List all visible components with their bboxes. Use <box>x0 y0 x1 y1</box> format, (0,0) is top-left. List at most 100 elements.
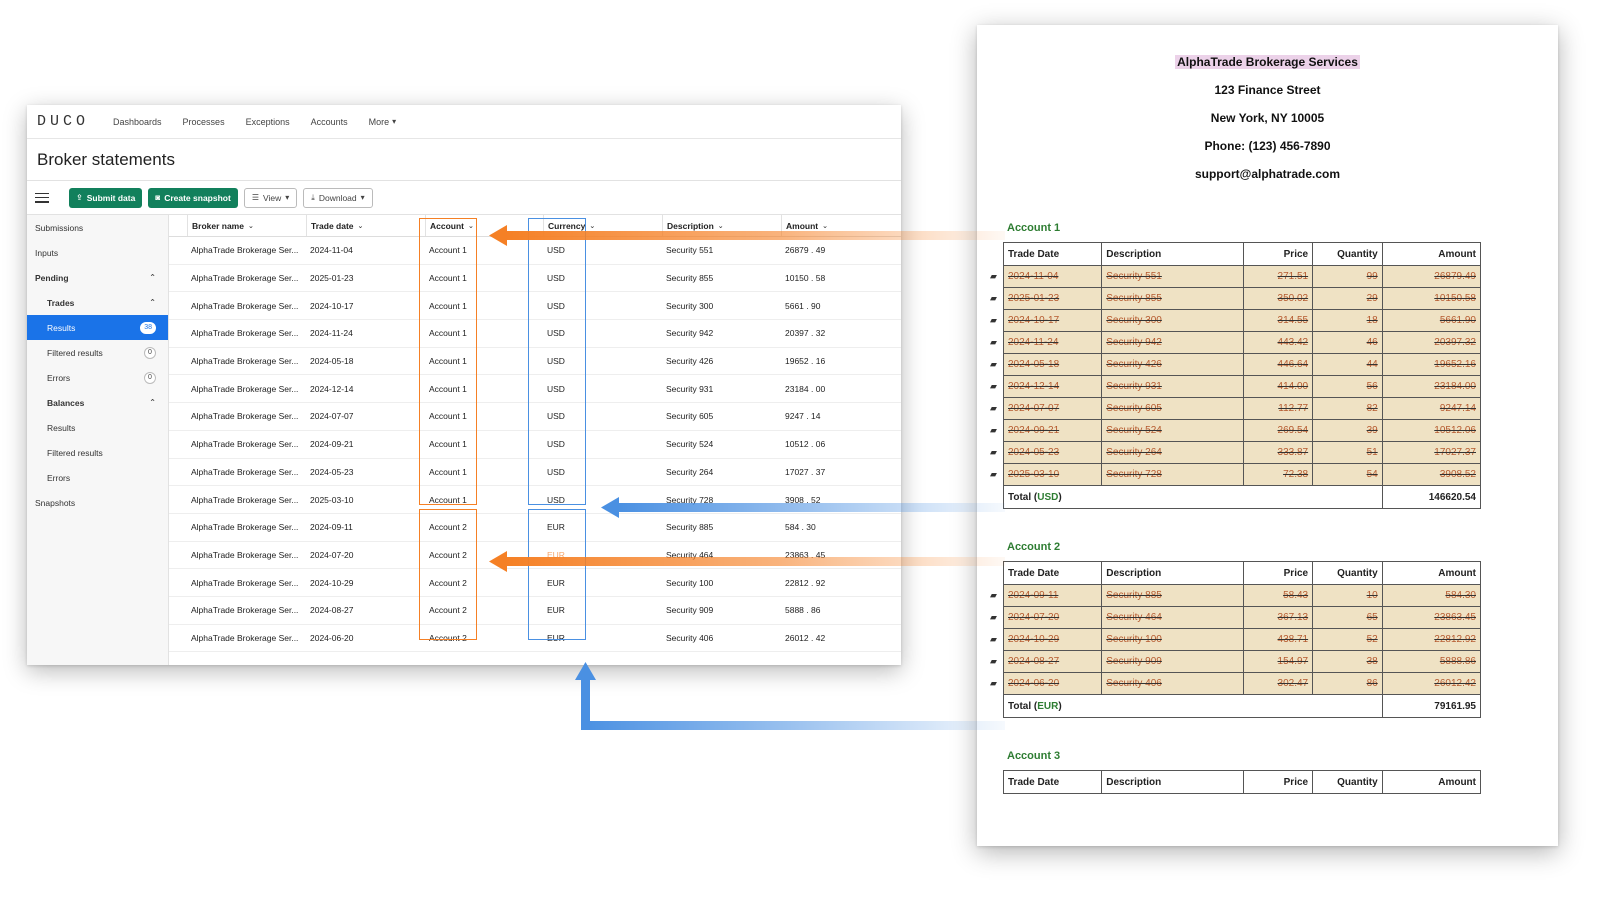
sidebar-item-submissions[interactable]: Submissions <box>27 215 168 240</box>
column-header-account[interactable]: Account ⌄ <box>425 215 543 236</box>
quantity-cell: 38 <box>1312 650 1383 673</box>
trade-date-cell: ▰ 2024-07-07 <box>990 397 1103 420</box>
table-row[interactable]: AlphaTrade Brokerage Ser... 2024-10-17 Acc… <box>169 292 901 321</box>
sidebar-item-filtered-results[interactable]: Filtered results 0 <box>27 340 168 365</box>
statement-row: ▰ 2024-11-04 Security 551 271.51 99 26879.49 <box>990 265 1482 288</box>
trade-date-text: 2024-10-29 <box>1008 634 1060 645</box>
sidebar-item-results[interactable]: Results 38 <box>27 315 168 340</box>
table-row[interactable]: AlphaTrade Brokerage Ser... 2024-08-27 Acc… <box>169 597 901 625</box>
sidebar-item-pending[interactable]: Pending ⌃ <box>27 265 168 290</box>
statement-header-row: Trade Date Description Price Quantity Amount <box>1002 242 1482 266</box>
table-row[interactable]: AlphaTrade Brokerage Ser... 2024-12-14 Acc… <box>169 375 901 404</box>
nav-more[interactable]: More ▾ <box>369 117 397 127</box>
account-cell: Account 2 <box>429 549 467 560</box>
broker-name-cell: AlphaTrade Brokerage Ser... <box>191 439 299 450</box>
sidebar-item-inputs[interactable]: Inputs <box>27 240 168 265</box>
upload-icon: ⇪ <box>76 192 83 202</box>
table-row[interactable]: AlphaTrade Brokerage Ser... 2025-01-23 Acc… <box>169 265 901 293</box>
table-row[interactable]: AlphaTrade Brokerage Ser... 2025-03-10 Acc… <box>169 486 901 514</box>
chevron-down-icon: ⌄ <box>357 222 364 230</box>
sidebar-item-balances[interactable]: Balances ⌃ <box>27 390 168 415</box>
submit-data-button[interactable]: ⇪ Submit data <box>69 187 143 208</box>
chevron-down-icon: ⌄ <box>247 222 254 230</box>
chevron-up-icon[interactable]: ⌃ <box>149 398 156 407</box>
amount-cell: 22812.92 <box>1381 628 1482 651</box>
column-header-broker-name[interactable]: Broker name ⌄ <box>187 215 306 236</box>
firm-address-line1: 123 Finance Street <box>1214 83 1321 97</box>
table-row[interactable]: AlphaTrade Brokerage Ser... 2024-11-04 Acc… <box>169 237 901 265</box>
table-row[interactable]: AlphaTrade Brokerage Ser... 2024-11-24 Acc… <box>169 320 901 348</box>
table-row[interactable]: AlphaTrade Brokerage Ser... 2024-07-07 Acc… <box>169 403 901 431</box>
statement-header-row: Trade Date Description Price Quantity Amount <box>1002 561 1482 585</box>
amount-cell: 9247 . 14 <box>785 411 821 422</box>
table-row[interactable]: AlphaTrade Brokerage Ser... 2024-07-20 Acc… <box>169 542 901 570</box>
sidebar-item-snapshots[interactable]: Snapshots <box>27 490 168 515</box>
trade-date-cell: 2024-11-24 <box>310 328 353 339</box>
description-cell: Security 100 <box>666 577 714 588</box>
column-header-description[interactable]: Description ⌄ <box>662 215 781 236</box>
page-title: Broker statements <box>27 139 901 181</box>
firm-address-line2: New York, NY 10005 <box>1210 111 1325 125</box>
hamburger-menu-icon[interactable] <box>35 192 49 203</box>
nav-exceptions[interactable]: Exceptions <box>245 116 290 127</box>
statement-total-row: Total (EUR) 79161.95 <box>1003 694 1482 718</box>
statement-row: ▰ 2024-07-07 Security 605 112.77 82 9247.14 <box>990 397 1482 420</box>
trade-date-cell: 2024-07-07 <box>310 411 354 422</box>
description-cell: Security 300 <box>666 300 714 311</box>
quantity-cell: 82 <box>1312 397 1383 420</box>
total-label: Total <box>1008 491 1032 503</box>
quantity-cell: 10 <box>1312 584 1383 607</box>
quantity-cell: 56 <box>1312 375 1383 398</box>
price-cell: 333.87 <box>1242 441 1314 464</box>
column-header-amount[interactable]: Amount ⌄ <box>781 215 900 236</box>
download-dropdown[interactable]: ⤓ Download ▾ <box>303 187 373 208</box>
description-cell: Security 885 <box>1101 584 1244 607</box>
table-row[interactable]: AlphaTrade Brokerage Ser... 2024-10-29 Acc… <box>169 569 901 597</box>
paren-close: ) <box>1058 700 1062 712</box>
trade-date-cell: 2024-09-21 <box>310 439 354 450</box>
chevron-up-icon[interactable]: ⌃ <box>149 273 156 282</box>
trade-date-cell: ▰ 2024-06-20 <box>990 672 1103 695</box>
chevron-up-icon[interactable]: ⌃ <box>149 298 156 307</box>
column-header-currency[interactable]: Currency ⌄ <box>543 215 662 236</box>
statement-table: Trade Date Description Price Quantity Amount <box>1002 770 1482 794</box>
description-cell: Security 464 <box>666 549 714 560</box>
price-header: Price <box>1242 242 1314 266</box>
account-cell: Account 1 <box>429 466 467 477</box>
matched-marker-icon: ▰ <box>990 656 997 666</box>
trade-date-text: 2024-10-17 <box>1008 315 1060 326</box>
amount-cell: 10150.58 <box>1381 287 1482 310</box>
matched-marker-icon: ▰ <box>990 403 997 413</box>
duco-logo: DUCO <box>37 113 90 130</box>
table-row[interactable]: AlphaTrade Brokerage Ser... 2024-05-18 Acc… <box>169 348 901 376</box>
amount-cell: 26012.42 <box>1381 672 1482 695</box>
table-row[interactable]: AlphaTrade Brokerage Ser... 2024-09-21 Acc… <box>169 431 901 459</box>
table-row[interactable]: AlphaTrade Brokerage Ser... 2024-05-23 Acc… <box>169 459 901 487</box>
column-header-trade-date[interactable]: Trade date ⌄ <box>306 215 425 236</box>
statement-row: ▰ 2024-06-20 Security 406 302.47 86 26012.42 <box>990 672 1482 695</box>
trade-date-cell: 2024-06-20 <box>310 632 354 643</box>
sidebar-item-errors[interactable]: Errors 0 <box>27 365 168 390</box>
trade-date-header: Trade Date <box>1002 770 1103 794</box>
nav-processes[interactable]: Processes <box>182 116 225 127</box>
total-currency: USD <box>1037 491 1059 503</box>
nav-accounts[interactable]: Accounts <box>310 116 348 127</box>
matched-marker-icon: ▰ <box>990 469 997 479</box>
sidebar-item-balance-filtered[interactable]: Filtered results <box>27 440 168 465</box>
trade-date-cell: 2024-12-14 <box>310 383 354 394</box>
sidebar-item-label: Trades <box>47 297 75 308</box>
trade-date-cell: ▰ 2024-09-11 <box>990 584 1103 607</box>
sidebar-item-balance-results[interactable]: Results <box>27 415 168 440</box>
table-row[interactable]: AlphaTrade Brokerage Ser... 2024-09-11 Acc… <box>169 514 901 542</box>
table-row[interactable]: AlphaTrade Brokerage Ser... 2024-06-20 Acc… <box>169 625 901 653</box>
broker-name-cell: AlphaTrade Brokerage Ser... <box>191 494 299 505</box>
sidebar-item-trades[interactable]: Trades ⌃ <box>27 290 168 315</box>
create-snapshot-button[interactable]: ◙ Create snapshot <box>148 187 238 208</box>
sidebar-item-balance-errors[interactable]: Errors <box>27 465 168 490</box>
view-dropdown[interactable]: ☰ View ▾ <box>243 187 298 208</box>
trade-date-text: 2024-09-21 <box>1008 425 1060 436</box>
broker-name-cell: AlphaTrade Brokerage Ser... <box>191 245 299 256</box>
quantity-cell: 52 <box>1312 628 1383 651</box>
price-cell: 443.42 <box>1242 331 1314 354</box>
nav-dashboards[interactable]: Dashboards <box>113 116 162 127</box>
